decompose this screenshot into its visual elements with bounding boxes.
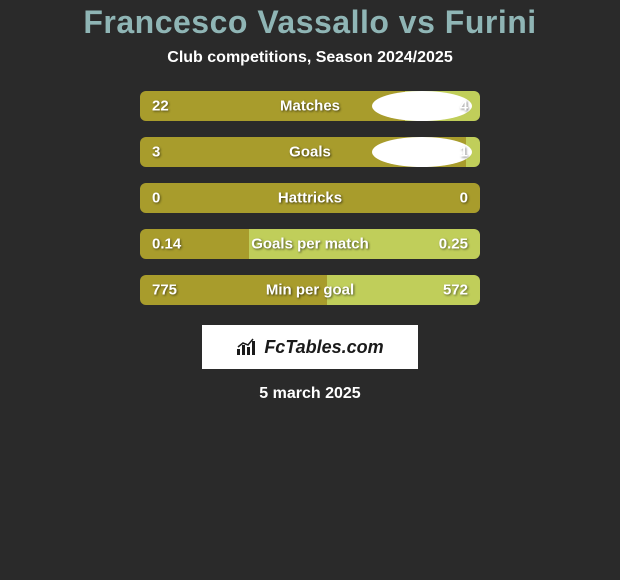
stat-value-right: 572 bbox=[443, 282, 468, 299]
page-subtitle: Club competitions, Season 2024/2025 bbox=[167, 49, 452, 67]
comparison-infographic: Francesco Vassallo vs Furini Club compet… bbox=[0, 0, 620, 403]
stat-value-left: 775 bbox=[152, 282, 177, 299]
date-label: 5 march 2025 bbox=[259, 385, 360, 403]
logo-text: FcTables.com bbox=[264, 337, 383, 358]
stat-bar: 775 572 Min per goal bbox=[140, 275, 480, 305]
stat-bar: 0.14 0.25 Goals per match bbox=[140, 229, 480, 259]
stat-label: Min per goal bbox=[266, 282, 354, 299]
stat-row: 775 572 Min per goal bbox=[140, 275, 480, 305]
stat-bar: 0 0 Hattricks bbox=[140, 183, 480, 213]
stat-value-left: 22 bbox=[152, 98, 169, 115]
page-title: Francesco Vassallo vs Furini bbox=[83, 4, 536, 41]
bar-chart-icon bbox=[236, 338, 258, 356]
stat-value-left: 0.14 bbox=[152, 236, 181, 253]
stat-label: Goals per match bbox=[251, 236, 369, 253]
logo-box: FcTables.com bbox=[202, 325, 418, 369]
player-avatar-right bbox=[372, 137, 472, 167]
stat-row: 22 4 Matches bbox=[140, 91, 480, 121]
stat-label: Goals bbox=[289, 144, 331, 161]
stat-label: Hattricks bbox=[278, 190, 342, 207]
bar-left-segment bbox=[140, 91, 405, 121]
stat-row: 3 1 Goals bbox=[140, 137, 480, 167]
stat-value-right: 0 bbox=[460, 190, 468, 207]
stat-row: 0 0 Hattricks bbox=[140, 183, 480, 213]
stat-value-right: 0.25 bbox=[439, 236, 468, 253]
stat-value-left: 0 bbox=[152, 190, 160, 207]
stat-label: Matches bbox=[280, 98, 340, 115]
stat-row: 0.14 0.25 Goals per match bbox=[140, 229, 480, 259]
stats-rows: 22 4 Matches 3 1 Goals 0 0 Hattricks 0.14 0.25 Goal… bbox=[140, 91, 480, 321]
player-avatar-right bbox=[372, 91, 472, 121]
stat-value-right: 1 bbox=[460, 144, 468, 161]
stat-value-right: 4 bbox=[460, 98, 468, 115]
stat-value-left: 3 bbox=[152, 144, 160, 161]
